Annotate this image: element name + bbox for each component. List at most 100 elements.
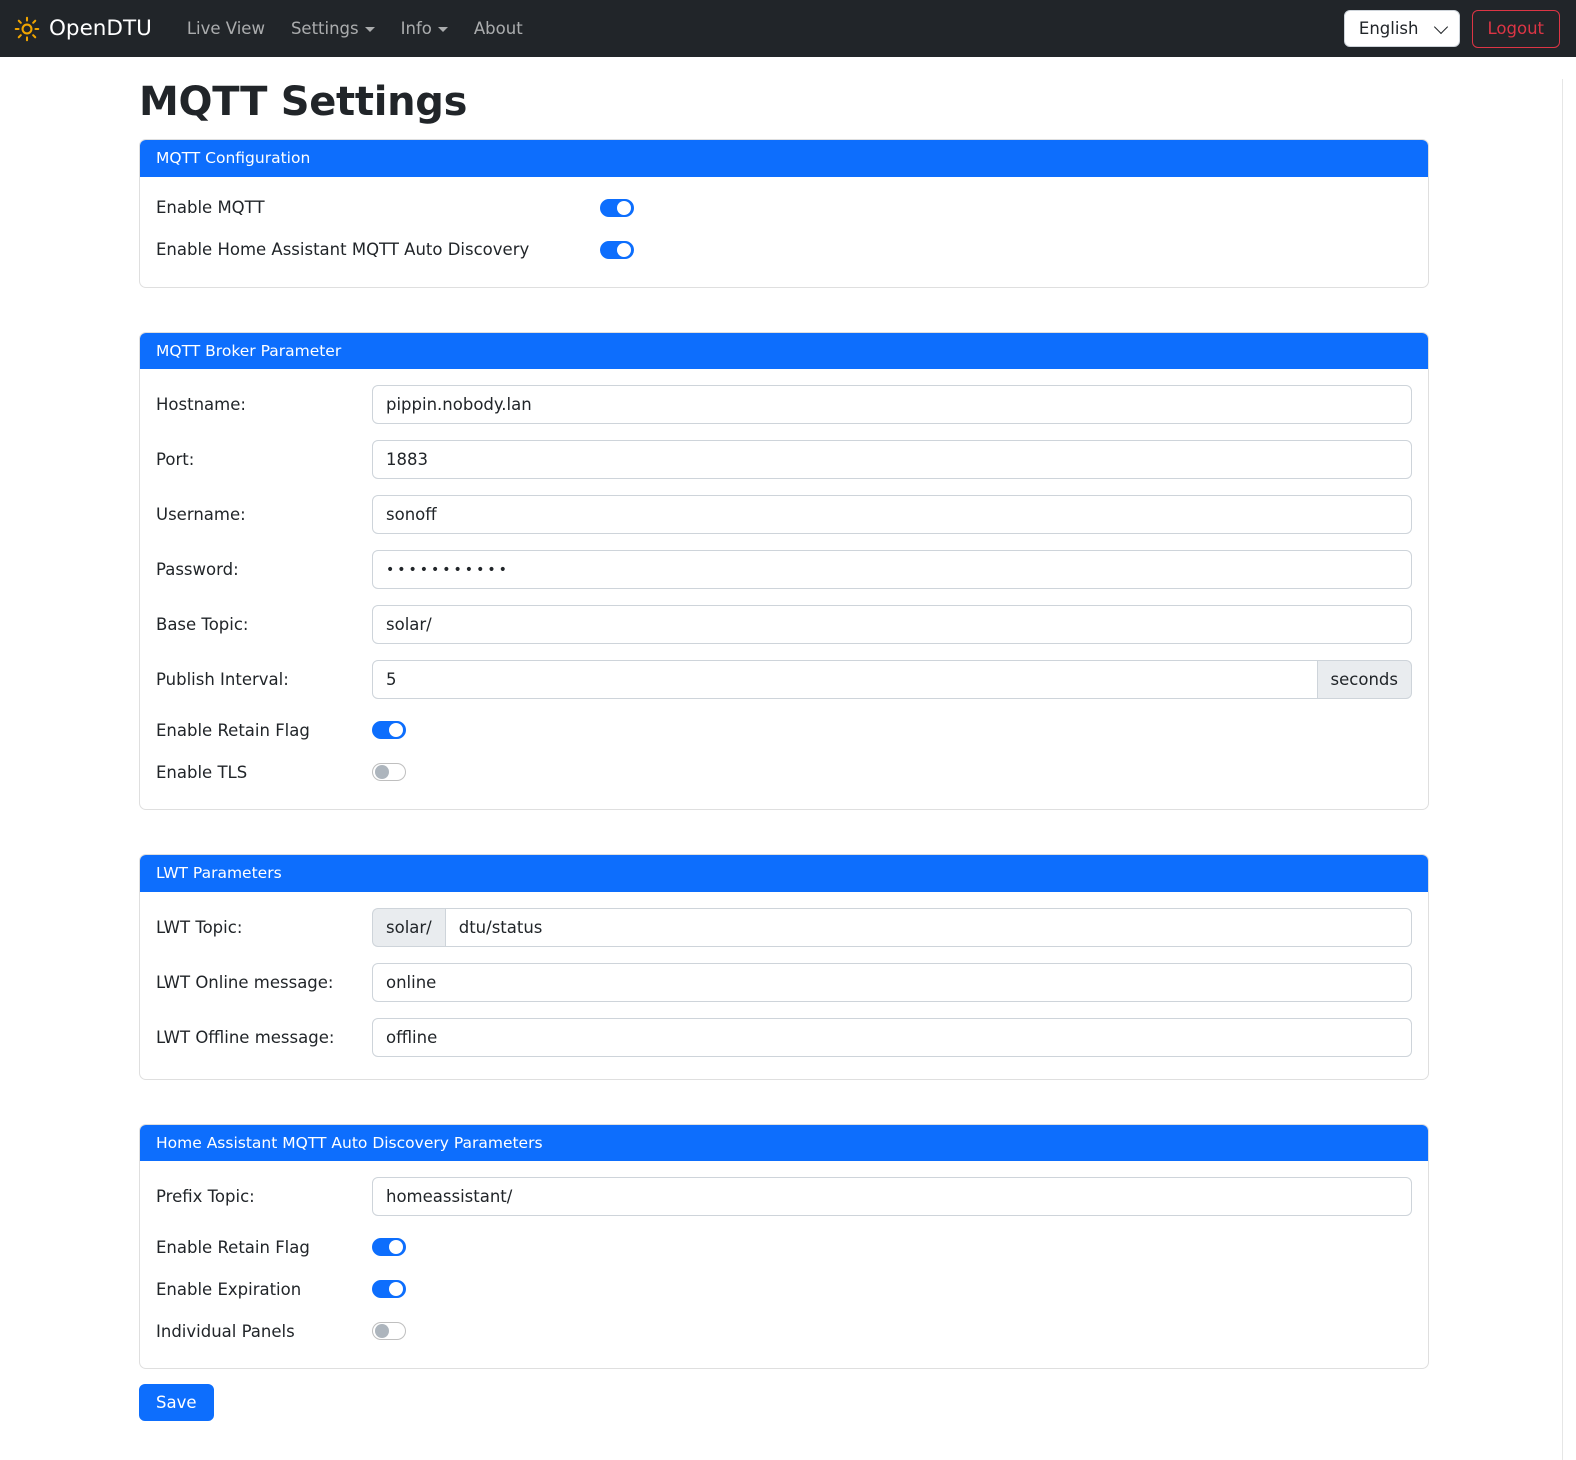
switch-wrap (372, 1322, 406, 1341)
brand-logo[interactable]: OpenDTU (14, 16, 152, 42)
row-ha-enable-retain-flag: Enable Retain Flag (156, 1232, 1412, 1262)
nav-links: Live View Settings Info About (174, 11, 536, 46)
navbar-right: English Logout (1343, 9, 1560, 48)
switch-wrap (372, 721, 406, 740)
row-label: Enable Retain Flag (156, 1237, 310, 1257)
lwt-offline-message-input[interactable] (372, 1017, 1412, 1057)
switch-wrap (372, 198, 634, 217)
row-label: Enable MQTT (156, 198, 265, 218)
row-enable-mqtt: Enable MQTT (156, 193, 1412, 223)
row-label: Publish Interval: (156, 670, 289, 690)
chevron-down-icon (437, 27, 448, 32)
sun-icon (14, 16, 40, 42)
nav-item-label: About (473, 19, 523, 38)
card-home-assistant-autodiscovery: Home Assistant MQTT Auto Discovery Param… (139, 1123, 1429, 1370)
card-lwt-parameters: LWT Parameters LWT Topic: solar/ LWT Onl… (139, 854, 1429, 1080)
control (372, 440, 1412, 480)
chevron-down-icon (364, 27, 375, 32)
switch-wrap (372, 1238, 406, 1257)
scrollbar-track[interactable] (1562, 79, 1576, 1460)
switch-wrap (588, 240, 634, 259)
row-enable-tls: Enable TLS (156, 757, 1412, 787)
chevron-down-icon (1433, 19, 1448, 34)
nav-item-label: Settings (290, 19, 359, 38)
nav-item-about[interactable]: About (461, 11, 536, 46)
toggle-knob (617, 242, 631, 257)
nav-item-live-view[interactable]: Live View (174, 11, 278, 46)
row-lwt-online-message: LWT Online message: (156, 962, 1412, 1002)
nav-item-info[interactable]: Info (388, 11, 461, 46)
control (372, 605, 1412, 645)
row-label: Enable Expiration (156, 1279, 302, 1299)
row-prefix-topic: Prefix Topic: (156, 1177, 1412, 1217)
toggle-enable-retain-flag[interactable] (372, 721, 406, 740)
toggle-ha-enable-expiration[interactable] (372, 1280, 406, 1299)
lwt-topic-group: solar/ (372, 907, 1412, 947)
nav-item-label: Live View (186, 19, 265, 38)
row-base-topic: Base Topic: (156, 605, 1412, 645)
lwt-topic-prefix: solar/ (372, 907, 445, 947)
lwt-topic-input[interactable] (444, 907, 1412, 947)
row-label: Port: (156, 450, 195, 470)
card-header: Home Assistant MQTT Auto Discovery Param… (140, 1124, 1428, 1162)
card-header: LWT Parameters (140, 855, 1428, 892)
row-label: Password: (156, 560, 239, 580)
switch-wrap (372, 1280, 406, 1299)
username-input[interactable] (372, 495, 1412, 535)
toggle-knob (389, 1240, 403, 1255)
row-lwt-topic: LWT Topic: solar/ (156, 907, 1412, 947)
logout-button[interactable]: Logout (1471, 9, 1560, 48)
toggle-enable-tls[interactable] (372, 763, 406, 782)
language-select[interactable]: English (1343, 10, 1460, 47)
page-title: MQTT Settings (139, 79, 468, 125)
toggle-ha-enable-retain-flag[interactable] (372, 1238, 406, 1257)
save-button[interactable]: Save (139, 1384, 214, 1422)
card-header: MQTT Broker Parameter (140, 332, 1428, 370)
page-content: MQTT Settings MQTT Configuration Enable … (0, 79, 1576, 1460)
row-publish-interval: Publish Interval: seconds (156, 660, 1412, 700)
prefix-topic-input[interactable] (372, 1177, 1412, 1217)
row-enable-retain-flag: Enable Retain Flag (156, 715, 1412, 745)
card-body: Prefix Topic: Enable Retain Flag Enable … (140, 1161, 1428, 1368)
lwt-online-message-input[interactable] (372, 962, 1412, 1002)
nav-item-settings[interactable]: Settings (278, 11, 388, 46)
row-label: LWT Online message: (156, 972, 334, 992)
password-masked-value: ••••••••••• (386, 562, 510, 579)
toggle-enable-ha-autodiscovery[interactable] (600, 240, 634, 259)
language-select-value: English (1358, 19, 1419, 38)
toggle-knob (389, 723, 403, 738)
row-ha-enable-expiration: Enable Expiration (156, 1274, 1412, 1304)
row-label: Base Topic: (156, 615, 249, 635)
row-enable-ha-autodiscovery: Enable Home Assistant MQTT Auto Discover… (156, 235, 1412, 265)
row-label: LWT Offline message: (156, 1027, 335, 1047)
card-body: Enable MQTT Enable Home Assistant MQTT A… (140, 177, 1428, 287)
toggle-knob (389, 1282, 403, 1297)
row-label: Prefix Topic: (156, 1187, 255, 1207)
card-mqtt-configuration: MQTT Configuration Enable MQTT Enable Ho… (139, 139, 1429, 288)
switch-wrap (372, 763, 406, 782)
control (372, 495, 1412, 535)
row-label: Individual Panels (156, 1321, 295, 1341)
toggle-knob (617, 200, 631, 215)
row-ha-individual-panels: Individual Panels (156, 1316, 1412, 1346)
publish-interval-group: seconds (372, 660, 1412, 700)
row-label: LWT Topic: (156, 917, 243, 937)
control: ••••••••••• (372, 550, 1412, 590)
toggle-enable-mqtt[interactable] (600, 198, 634, 217)
password-input[interactable]: ••••••••••• (372, 550, 1412, 590)
row-label: Enable Home Assistant MQTT Auto Discover… (156, 240, 530, 260)
control (372, 385, 1412, 425)
hostname-input[interactable] (372, 385, 1412, 425)
publish-interval-input[interactable] (372, 660, 1318, 700)
base-topic-input[interactable] (372, 605, 1412, 645)
publish-interval-unit: seconds (1317, 660, 1412, 700)
card-body: Hostname: Port: Username: Password: (140, 369, 1428, 809)
row-label: Username: (156, 505, 246, 525)
row-label: Hostname: (156, 395, 246, 415)
row-label: Enable Retain Flag (156, 720, 310, 740)
card-body: LWT Topic: solar/ LWT Online message: LW… (140, 892, 1428, 1079)
toggle-ha-individual-panels[interactable] (372, 1322, 406, 1341)
row-label: Enable TLS (156, 762, 248, 782)
port-input[interactable] (372, 440, 1412, 480)
card-mqtt-broker-parameter: MQTT Broker Parameter Hostname: Port: Us… (139, 331, 1429, 811)
